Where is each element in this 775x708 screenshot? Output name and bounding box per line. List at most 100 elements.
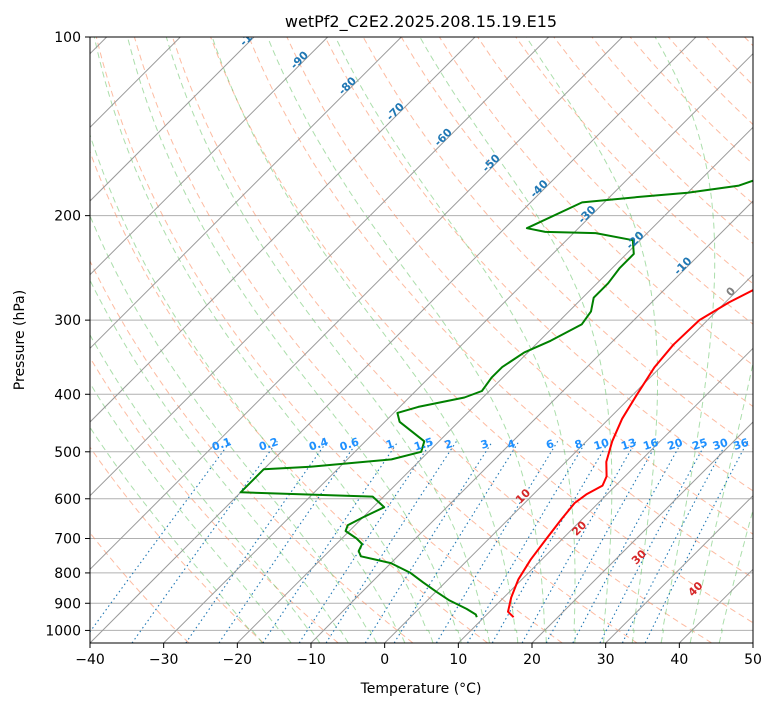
moist-adiabat-line [718,508,753,643]
mixing-ratio-label: 30 [711,436,730,453]
mixing-ratio-line [298,440,433,643]
isotherm-line [384,273,753,643]
dry-adiabat-line [133,37,638,643]
isotherm-line [310,200,753,643]
dry-adiabat-line [477,37,753,325]
isotherm-line [90,37,697,643]
dewpoint-profile-line [239,179,753,618]
moist-adiabat-line [689,361,753,643]
x-tick-label: −30 [149,652,179,668]
dry-adiabat-line [248,37,753,579]
mixing-ratio-label: 1.5 [412,435,435,453]
moist-adiabat-line [654,37,716,643]
mixing-ratio-line [435,441,559,643]
mixing-ratio-label: 4 [506,437,518,452]
y-tick-label: 700 [54,532,81,548]
mixing-ratio-label: 0.1 [210,435,233,453]
x-tick-label: −40 [75,652,105,668]
moist-adiabat-line [165,37,490,643]
dry-adiabat-line [90,446,264,643]
y-axis-title: Pressure (hPa) [12,290,28,390]
mixing-ratio-label: 16 [642,436,661,453]
mixing-ratio-line [393,441,520,643]
mixing-ratio-label: 2 [443,437,454,452]
mixing-ratio-label: 13 [619,436,638,453]
dry-adiabat-line [95,37,563,643]
dry-adiabat-line [90,259,414,643]
x-tick-label: 0 [380,652,389,668]
mixing-ratio-line [185,440,328,643]
dry-adiabat-line [210,37,753,624]
dry-adiabat-line [324,37,753,492]
y-tick-label: 1000 [45,623,81,639]
mixing-ratio-line [599,441,708,643]
moist-adiabat-line [90,426,263,643]
y-tick-label: 900 [54,596,81,612]
mixing-ratio-label: 8 [573,437,584,452]
mixing-ratio-label: 10 [592,436,611,453]
isotherm-line [457,347,753,643]
moist-adiabat-line [211,37,519,643]
mixing-ratio-line [621,441,728,643]
mixing-ratio-line [521,441,637,643]
isotherm-line [90,37,329,276]
x-tick-label: −20 [223,652,253,668]
y-tick-label: 500 [54,445,81,461]
isotherm-line [90,37,476,423]
isotherm-line [90,37,402,350]
dry-adiabat-line [286,37,753,535]
mixing-ratio-label: 6 [544,437,556,452]
isotherm-line [531,421,753,643]
mixing-ratio-label: 1 [384,437,395,452]
mixing-ratio-line [491,441,610,643]
isotherm-line [236,126,753,643]
chart-title: wetPf2_C2E2.2025.208.15.19.E15 [285,12,557,32]
y-tick-label: 400 [54,387,81,403]
mixing-ratio-label: 0.2 [257,435,280,453]
dry-adiabat-line [172,37,712,643]
x-tick-label: 50 [744,652,762,668]
moist-adiabat-line [127,37,462,643]
mixing-ratio-label: 3 [479,437,490,452]
isotherm-line [163,52,753,643]
mixing-ratio-label: 25 [691,436,710,453]
mixing-ratio-line [131,440,278,643]
isotherm-label: -100 [237,20,266,49]
y-tick-label: 100 [54,30,81,46]
moist-adiabat-line [90,214,378,643]
isotherm-line [90,37,623,571]
moist-adiabat-line [90,382,292,643]
x-tick-label: 10 [449,652,467,668]
moist-adiabat-line [93,37,434,643]
mixing-ratio-label: 0.4 [307,435,330,453]
isotherm-line [90,37,550,497]
x-tick-label: 20 [523,652,541,668]
moist-adiabat-line [525,37,658,643]
temperature-profile-line [507,289,753,618]
moist-adiabat-line [334,37,576,643]
plot-background [90,37,753,643]
plot-frame [89,36,754,644]
x-tick-label: 30 [597,652,615,668]
dry-adiabat-line [515,37,753,285]
mixing-ratio-line [572,441,683,643]
moist-adiabat-line [90,333,321,643]
y-tick-label: 800 [54,566,81,582]
x-tick-label: −10 [296,652,326,668]
mixing-ratio-line [467,441,587,643]
y-tick-label: 300 [54,313,81,329]
isotherm-line [90,37,255,202]
isotherm-line [605,494,753,643]
mixing-ratio-label: 36 [732,436,751,453]
mixing-ratio-label: 0.6 [338,435,361,453]
mixing-ratio-label: 20 [666,436,685,453]
moist-adiabat-line [267,37,547,643]
x-tick-label: 40 [670,652,688,668]
mixing-ratio-line [644,441,749,643]
mixing-ratio-line [545,441,659,643]
mixing-ratio-line [325,440,457,643]
isotherm-line [752,642,753,643]
moist-adiabat-line [90,279,349,643]
